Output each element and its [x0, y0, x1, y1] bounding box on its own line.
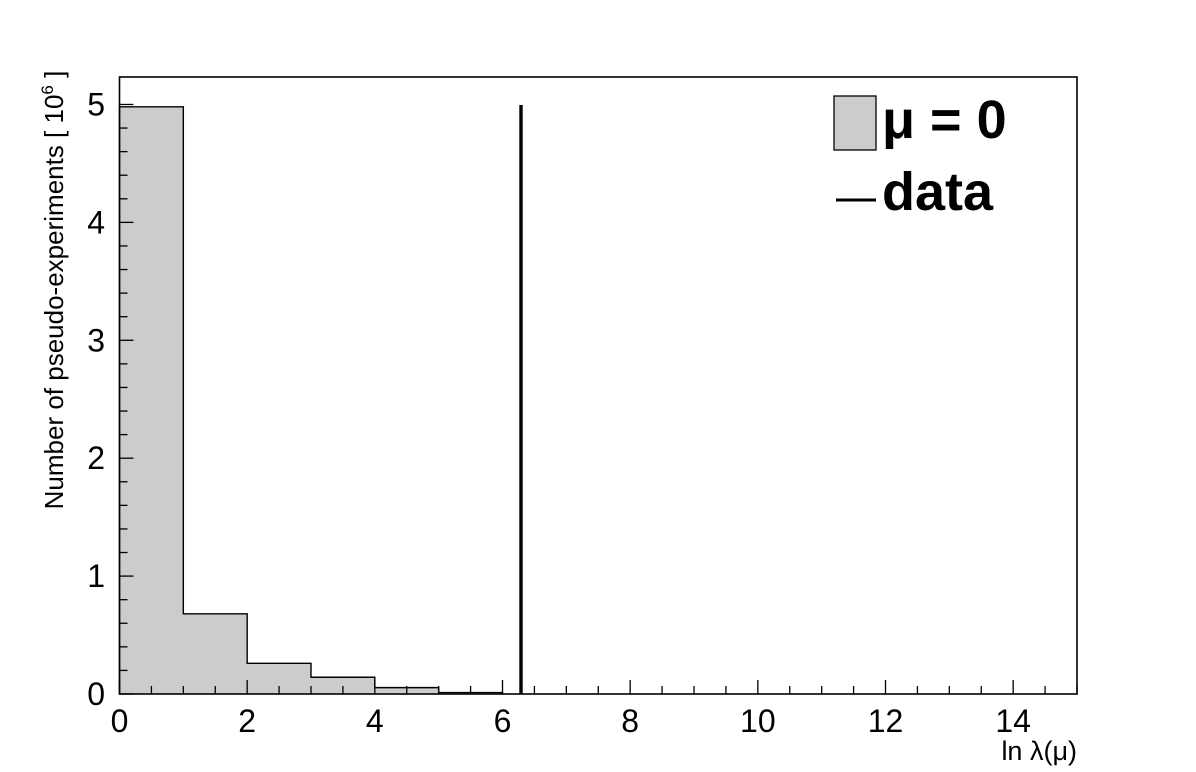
svg-text:0: 0 — [111, 703, 129, 739]
svg-text:5: 5 — [87, 86, 105, 122]
svg-text:data: data — [882, 162, 994, 222]
svg-text:4: 4 — [366, 703, 384, 739]
svg-text:8: 8 — [621, 703, 639, 739]
svg-text:0: 0 — [87, 676, 105, 712]
svg-text:ln λ(μ): ln λ(μ) — [1001, 736, 1077, 766]
svg-text:12: 12 — [868, 703, 904, 739]
svg-text:6: 6 — [494, 703, 512, 739]
svg-text:4: 4 — [87, 204, 105, 240]
svg-text:1: 1 — [87, 558, 105, 594]
svg-text:Number of pseudo-experiments: Number of pseudo-experiments [ 106 ] — [38, 71, 69, 510]
svg-text:3: 3 — [87, 322, 105, 358]
svg-text:2: 2 — [238, 703, 256, 739]
svg-text:14: 14 — [995, 703, 1031, 739]
svg-text:2: 2 — [87, 440, 105, 476]
svg-text:μ = 0: μ = 0 — [882, 90, 1007, 150]
svg-text:10: 10 — [740, 703, 776, 739]
